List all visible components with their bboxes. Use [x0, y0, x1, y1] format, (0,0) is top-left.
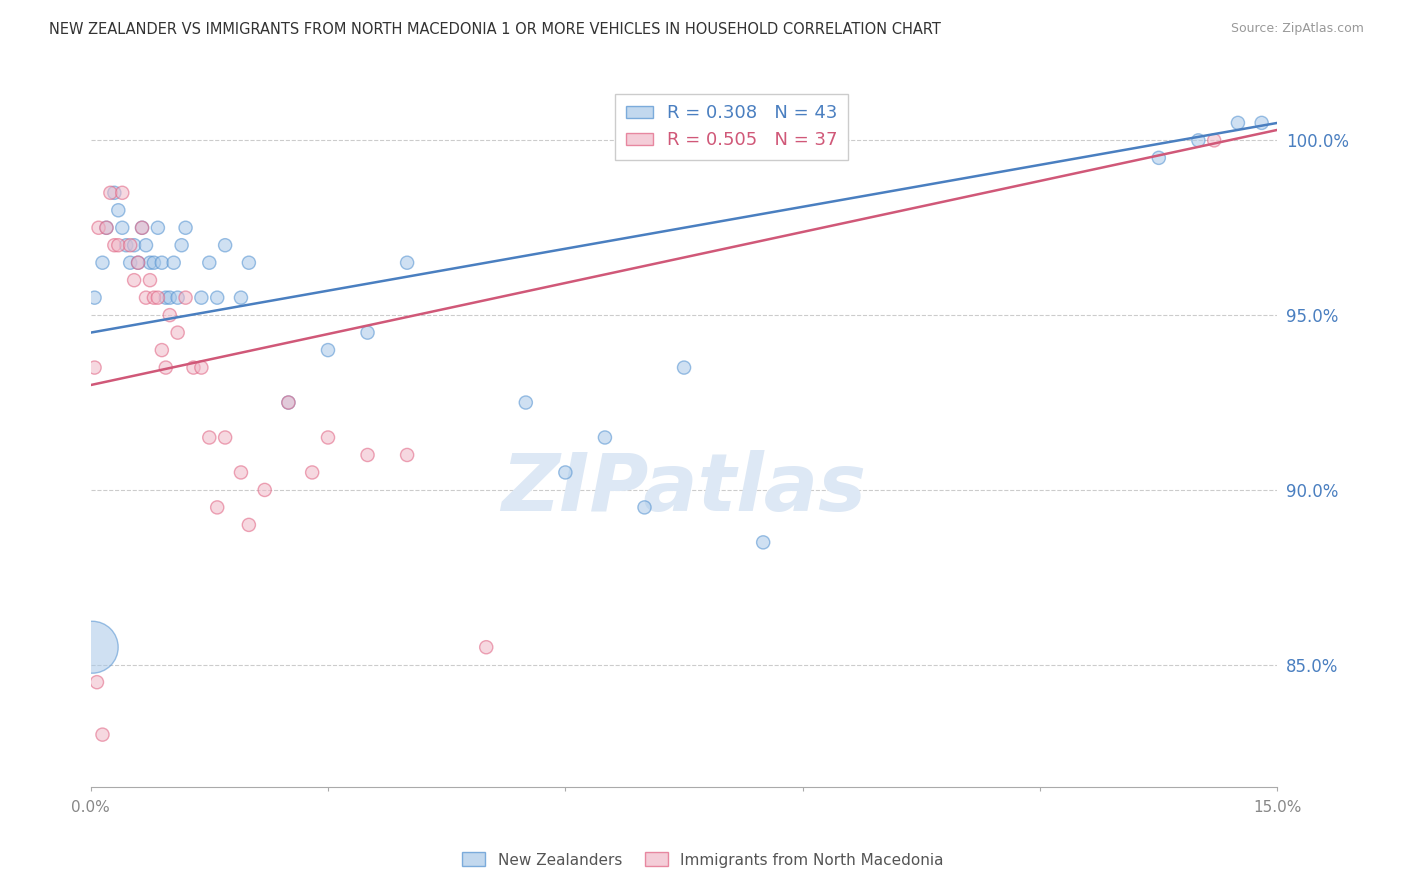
Point	[127, 256, 149, 270]
Point	[100, 186, 122, 200]
Point	[396, 256, 419, 270]
Point	[166, 291, 188, 305]
Legend: R = 0.308   N = 43, R = 0.505   N = 37: R = 0.308 N = 43, R = 0.505 N = 37	[614, 94, 848, 161]
Point	[103, 238, 125, 252]
Point	[115, 238, 138, 252]
Point	[155, 360, 177, 375]
Point	[83, 360, 105, 375]
Point	[91, 256, 114, 270]
Point	[1147, 151, 1170, 165]
Point	[396, 448, 419, 462]
Point	[96, 220, 118, 235]
Point	[120, 238, 142, 252]
Point	[253, 483, 276, 497]
Point	[139, 273, 162, 287]
Point	[301, 466, 323, 480]
Point	[198, 256, 221, 270]
Point	[103, 186, 125, 200]
Point	[146, 291, 169, 305]
Point	[170, 238, 193, 252]
Point	[205, 291, 228, 305]
Point	[139, 256, 162, 270]
Point	[238, 256, 260, 270]
Text: Source: ZipAtlas.com: Source: ZipAtlas.com	[1230, 22, 1364, 36]
Point	[1187, 133, 1209, 147]
Point	[159, 291, 181, 305]
Point	[155, 291, 177, 305]
Point	[96, 220, 118, 235]
Point	[1250, 116, 1272, 130]
Point	[127, 256, 149, 270]
Point	[515, 395, 537, 409]
Point	[150, 256, 173, 270]
Text: ZIPatlas: ZIPatlas	[502, 450, 866, 528]
Point	[229, 291, 252, 305]
Point	[277, 395, 299, 409]
Point	[142, 256, 165, 270]
Point	[87, 220, 110, 235]
Point	[316, 343, 339, 357]
Point	[214, 238, 236, 252]
Point	[198, 430, 221, 444]
Point	[316, 430, 339, 444]
Point	[554, 466, 576, 480]
Point	[1226, 116, 1249, 130]
Legend: New Zealanders, Immigrants from North Macedonia: New Zealanders, Immigrants from North Ma…	[457, 847, 949, 873]
Point	[633, 500, 655, 515]
Point	[107, 238, 129, 252]
Point	[183, 360, 205, 375]
Point	[277, 395, 299, 409]
Point	[166, 326, 188, 340]
Point	[122, 238, 145, 252]
Point	[190, 360, 212, 375]
Point	[174, 220, 197, 235]
Point	[82, 640, 104, 655]
Point	[163, 256, 186, 270]
Point	[86, 675, 108, 690]
Point	[593, 430, 616, 444]
Text: NEW ZEALANDER VS IMMIGRANTS FROM NORTH MACEDONIA 1 OR MORE VEHICLES IN HOUSEHOLD: NEW ZEALANDER VS IMMIGRANTS FROM NORTH M…	[49, 22, 941, 37]
Point	[174, 291, 197, 305]
Point	[1204, 133, 1226, 147]
Point	[135, 238, 157, 252]
Point	[159, 308, 181, 322]
Point	[150, 343, 173, 357]
Point	[673, 360, 696, 375]
Point	[120, 256, 142, 270]
Point	[131, 220, 153, 235]
Point	[190, 291, 212, 305]
Point	[122, 273, 145, 287]
Point	[229, 466, 252, 480]
Point	[135, 291, 157, 305]
Point	[111, 220, 134, 235]
Point	[107, 203, 129, 218]
Point	[146, 220, 169, 235]
Point	[205, 500, 228, 515]
Point	[111, 186, 134, 200]
Point	[142, 291, 165, 305]
Point	[752, 535, 775, 549]
Point	[131, 220, 153, 235]
Point	[83, 291, 105, 305]
Point	[356, 448, 378, 462]
Point	[91, 728, 114, 742]
Point	[356, 326, 378, 340]
Point	[214, 430, 236, 444]
Point	[238, 517, 260, 532]
Point	[475, 640, 498, 655]
